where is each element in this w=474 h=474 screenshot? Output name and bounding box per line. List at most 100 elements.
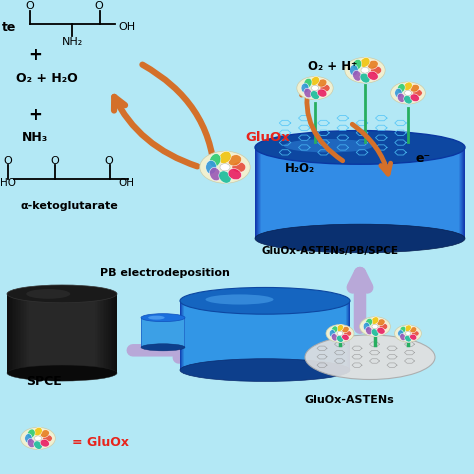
Text: OH: OH (118, 178, 134, 188)
Ellipse shape (361, 67, 369, 73)
Ellipse shape (344, 330, 352, 337)
Ellipse shape (337, 325, 344, 331)
Ellipse shape (317, 79, 327, 87)
Polygon shape (141, 318, 184, 347)
Ellipse shape (141, 314, 185, 321)
Ellipse shape (27, 429, 35, 438)
Polygon shape (180, 301, 350, 370)
Ellipse shape (7, 365, 117, 381)
Text: PB electrodeposition: PB electrodeposition (100, 268, 230, 278)
Text: NH₂: NH₂ (62, 36, 83, 46)
Ellipse shape (394, 325, 421, 342)
Polygon shape (182, 301, 348, 370)
Ellipse shape (397, 93, 405, 102)
Polygon shape (181, 301, 349, 370)
Polygon shape (142, 318, 184, 347)
Polygon shape (183, 301, 346, 370)
Ellipse shape (360, 73, 370, 83)
Ellipse shape (410, 334, 417, 340)
Ellipse shape (219, 151, 231, 164)
Polygon shape (141, 318, 185, 347)
Ellipse shape (35, 436, 41, 441)
Ellipse shape (371, 329, 379, 336)
Ellipse shape (7, 285, 117, 303)
Ellipse shape (360, 317, 391, 337)
Polygon shape (256, 147, 464, 238)
Polygon shape (259, 147, 461, 238)
Polygon shape (181, 301, 349, 370)
Polygon shape (7, 294, 117, 373)
Text: NH₃: NH₃ (22, 131, 48, 145)
Text: +: + (28, 46, 42, 64)
Polygon shape (19, 294, 104, 373)
Polygon shape (9, 294, 116, 373)
Polygon shape (182, 301, 347, 370)
Polygon shape (260, 147, 460, 238)
Ellipse shape (34, 441, 42, 449)
Ellipse shape (228, 169, 242, 180)
Polygon shape (141, 318, 185, 347)
Ellipse shape (301, 83, 309, 93)
Ellipse shape (220, 164, 230, 171)
Ellipse shape (210, 154, 221, 167)
Ellipse shape (404, 82, 412, 91)
Ellipse shape (40, 439, 49, 447)
Ellipse shape (365, 327, 373, 335)
Ellipse shape (342, 334, 349, 340)
Polygon shape (142, 318, 184, 347)
Ellipse shape (379, 323, 388, 330)
Polygon shape (260, 147, 460, 238)
Polygon shape (27, 294, 97, 373)
Text: O: O (3, 156, 12, 166)
Ellipse shape (353, 59, 362, 70)
Ellipse shape (148, 316, 164, 319)
Text: O: O (104, 156, 113, 166)
Text: OH: OH (118, 22, 135, 32)
Polygon shape (18, 294, 106, 373)
Polygon shape (261, 147, 459, 238)
Ellipse shape (255, 131, 465, 164)
Ellipse shape (371, 317, 379, 324)
Polygon shape (184, 301, 346, 370)
Ellipse shape (405, 336, 411, 342)
Polygon shape (142, 318, 184, 347)
Ellipse shape (345, 57, 385, 83)
Ellipse shape (310, 76, 319, 85)
Polygon shape (255, 147, 465, 238)
Polygon shape (142, 318, 184, 347)
Text: HO: HO (0, 178, 16, 188)
Ellipse shape (305, 335, 435, 380)
Ellipse shape (410, 327, 417, 333)
Ellipse shape (297, 76, 333, 100)
Polygon shape (182, 301, 348, 370)
Ellipse shape (200, 151, 250, 183)
Ellipse shape (320, 84, 330, 92)
Ellipse shape (310, 91, 319, 100)
Polygon shape (180, 301, 350, 370)
Polygon shape (258, 147, 462, 238)
Polygon shape (7, 294, 117, 373)
Text: GluOx-ASTENs/PB/SPCE: GluOx-ASTENs/PB/SPCE (262, 246, 399, 256)
Ellipse shape (400, 334, 406, 341)
Polygon shape (142, 318, 184, 347)
Ellipse shape (304, 88, 312, 98)
Ellipse shape (363, 322, 370, 331)
Ellipse shape (365, 318, 373, 327)
Ellipse shape (180, 359, 350, 382)
Ellipse shape (377, 319, 385, 326)
Ellipse shape (397, 83, 405, 93)
Polygon shape (24, 294, 100, 373)
Ellipse shape (367, 71, 378, 80)
Polygon shape (141, 318, 185, 347)
Polygon shape (260, 147, 460, 238)
Polygon shape (260, 147, 460, 238)
Polygon shape (21, 294, 103, 373)
Ellipse shape (398, 330, 403, 337)
Ellipse shape (405, 325, 411, 331)
Ellipse shape (413, 89, 422, 97)
Ellipse shape (26, 289, 70, 299)
Polygon shape (26, 294, 98, 373)
Text: O₂ + H⁺: O₂ + H⁺ (308, 60, 357, 73)
Polygon shape (12, 294, 112, 373)
Polygon shape (183, 301, 347, 370)
